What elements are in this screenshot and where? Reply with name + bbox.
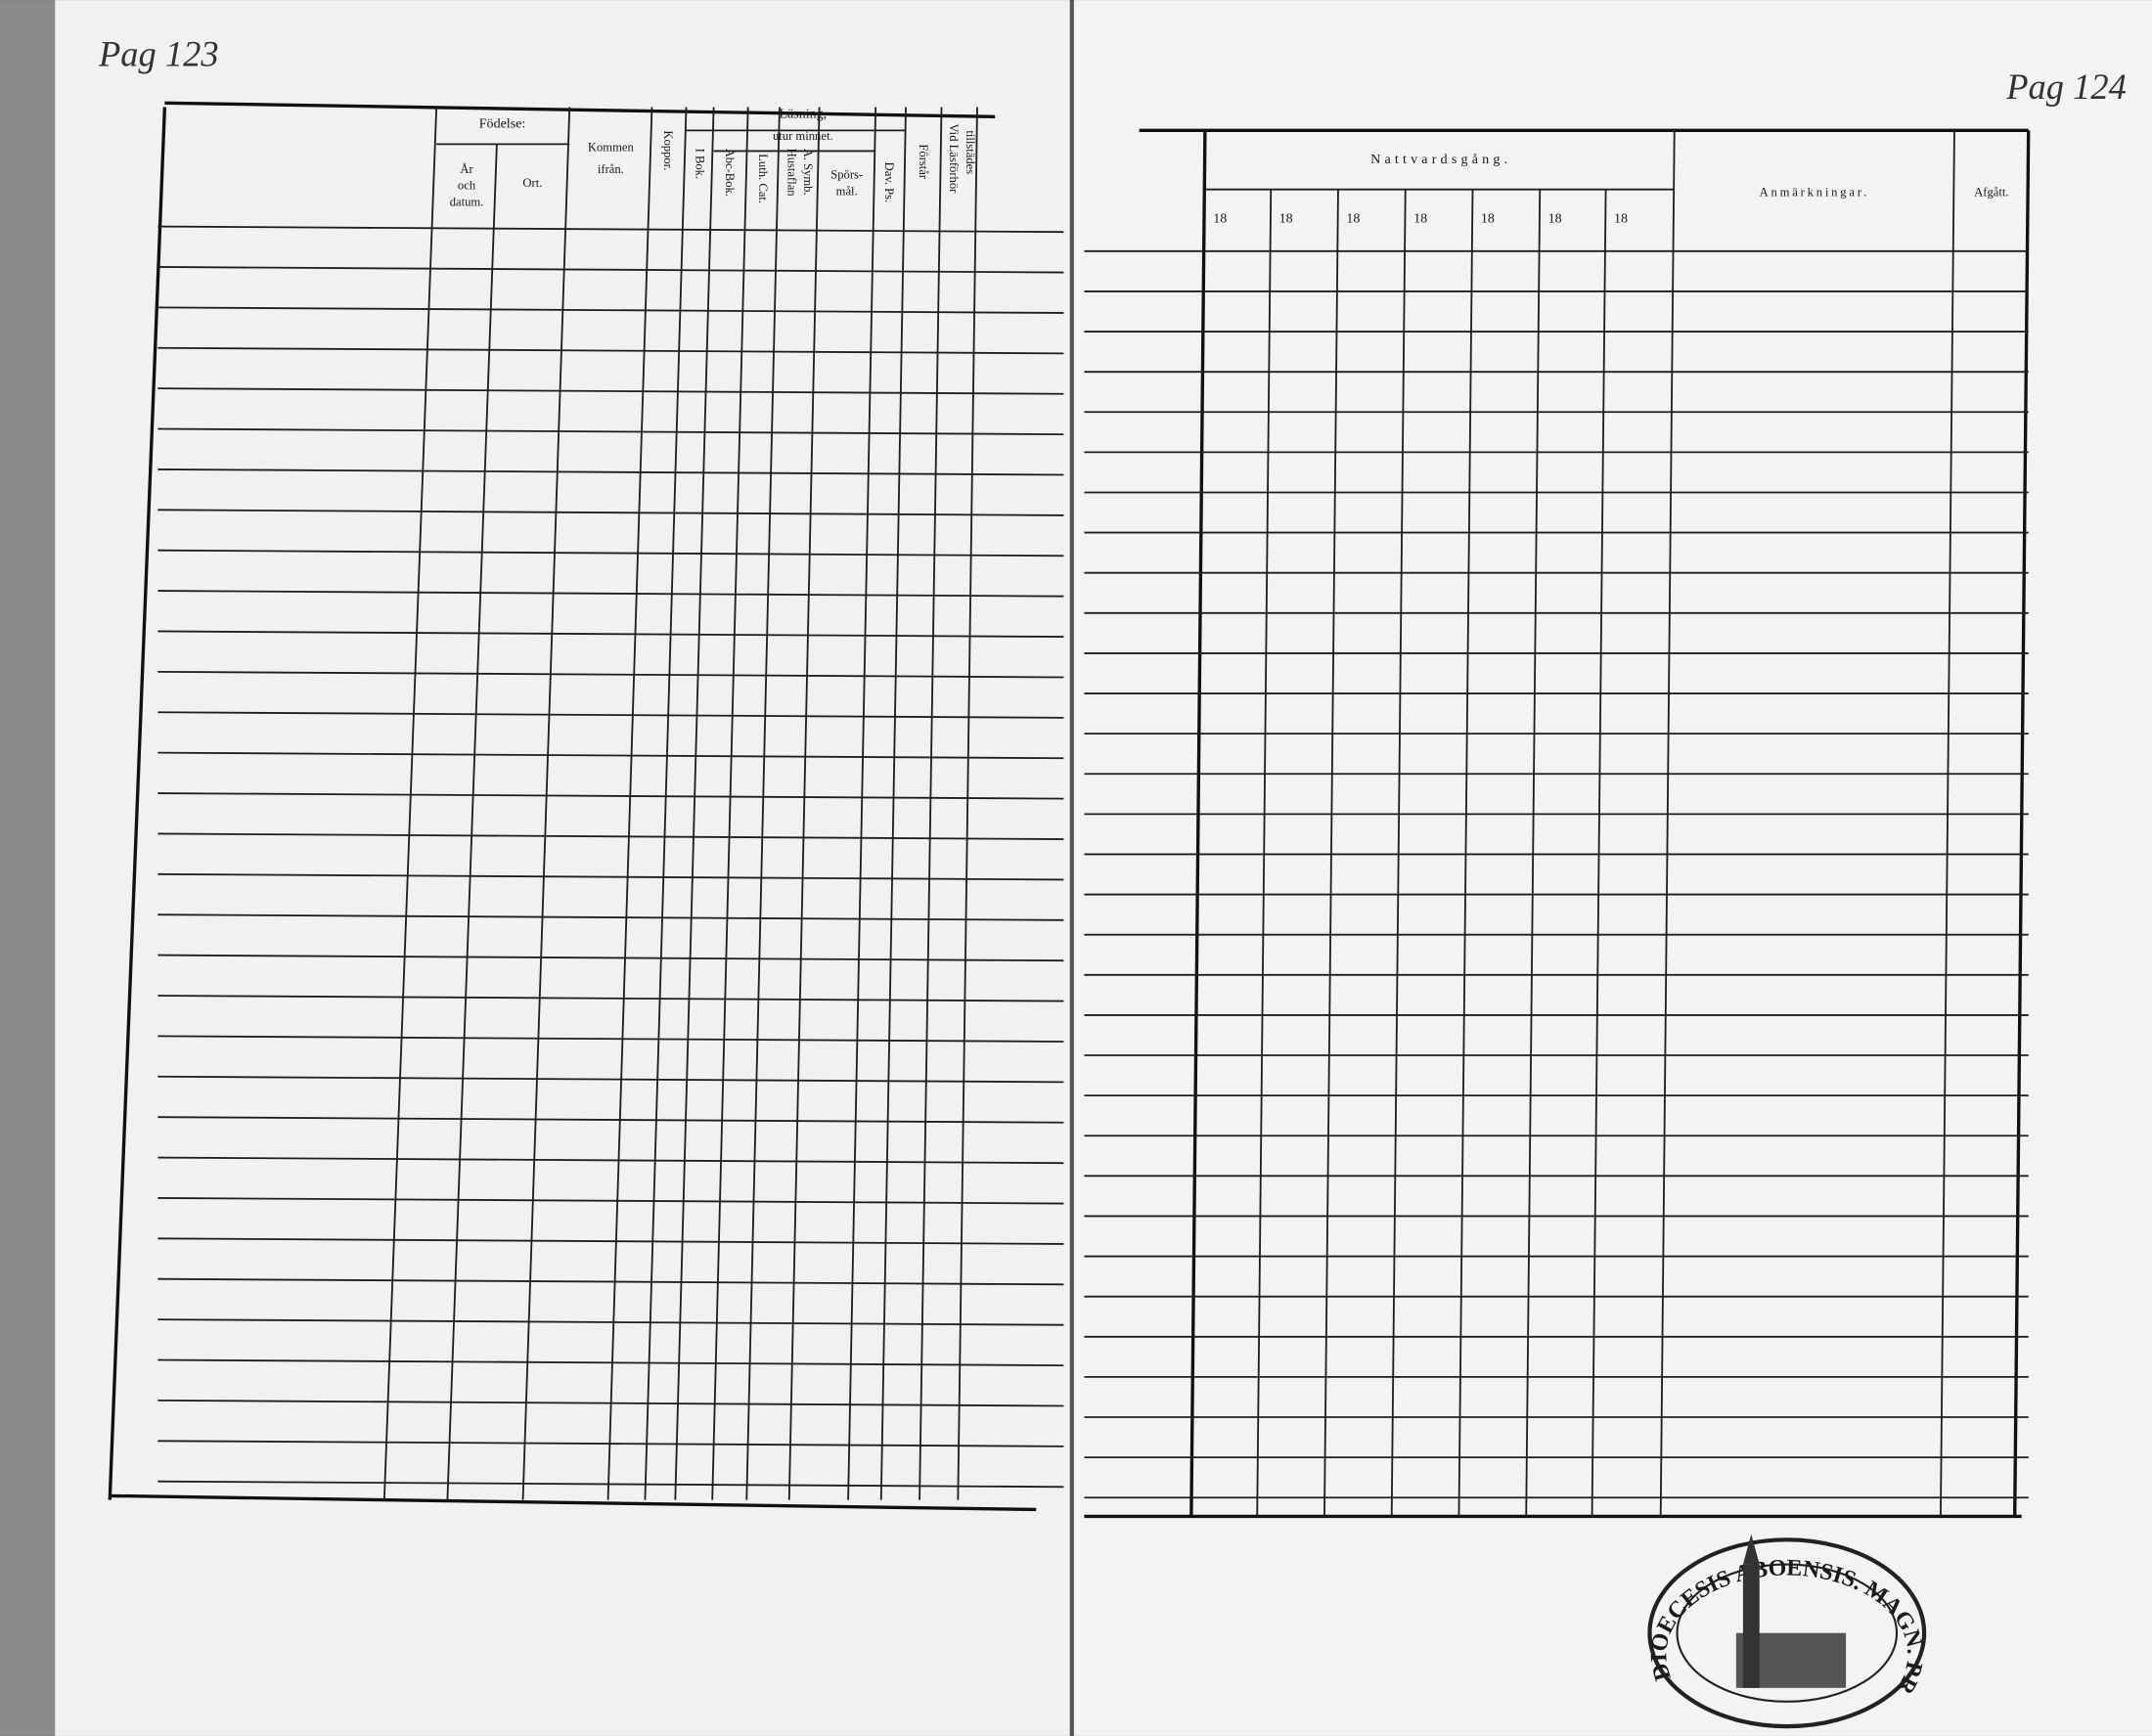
rule (157, 225, 1064, 234)
rule (644, 107, 688, 1500)
rule (157, 1116, 1064, 1124)
church-tower (1742, 1564, 1760, 1688)
header: Hustaflan (785, 149, 798, 198)
header: Nattvardsgång. (1370, 152, 1511, 167)
rule (157, 1237, 1064, 1245)
stamp-inner (1676, 1563, 1899, 1703)
rule (1256, 189, 1273, 1517)
header: Luth. Cat. (756, 154, 770, 203)
rule (157, 1156, 1064, 1165)
header: Dav. Ps. (882, 162, 896, 203)
rule (1189, 130, 1207, 1517)
rule (745, 107, 781, 1500)
rule (157, 1358, 1064, 1367)
rule (157, 1318, 1064, 1326)
year-label: 18 (1481, 210, 1495, 226)
rule (711, 107, 749, 1500)
header: mål. (836, 184, 858, 198)
rule (157, 549, 1064, 557)
rule (157, 913, 1064, 921)
rule (157, 427, 1064, 436)
year-label: 18 (1213, 210, 1227, 226)
year-label: 18 (1279, 210, 1293, 226)
right-page (1073, 0, 2152, 1736)
rule (157, 509, 1064, 516)
rule (1390, 189, 1407, 1517)
rule (157, 751, 1064, 760)
rule (446, 144, 498, 1500)
rule (1659, 130, 1676, 1517)
header: Ort. (522, 176, 542, 190)
header: Förstår (917, 144, 930, 180)
header: Afgått. (1974, 186, 2008, 200)
rule (157, 792, 1064, 800)
rule (157, 467, 1064, 476)
left-page (55, 0, 1071, 1736)
rule (157, 346, 1064, 355)
rule (674, 107, 715, 1500)
church-spire (1742, 1534, 1760, 1565)
rule (157, 995, 1064, 1002)
rule (2013, 130, 2031, 1517)
rule (157, 954, 1064, 962)
rule (606, 107, 653, 1500)
rule (157, 670, 1064, 679)
header: tillstädes (964, 130, 977, 174)
rule (1591, 189, 1607, 1517)
rule (157, 1440, 1064, 1447)
header: utur minnet. (773, 129, 833, 143)
header: Kommen (588, 140, 635, 154)
header: datum. (450, 196, 484, 209)
rule (521, 107, 571, 1500)
rule (157, 590, 1064, 598)
header: Anmärkningar. (1760, 186, 1869, 200)
header: Abc-Bok. (723, 149, 737, 197)
page-number: Pag 124 (2005, 67, 2127, 107)
rule (919, 107, 943, 1500)
rule (382, 107, 438, 1500)
header: A. Symb. (801, 149, 815, 196)
header: Vid Läsförhör (947, 123, 961, 194)
rule (1940, 130, 1955, 1517)
rule (157, 711, 1064, 719)
rule (787, 107, 821, 1500)
rule (110, 1493, 1037, 1512)
rule (157, 1035, 1064, 1043)
rule (1323, 189, 1339, 1517)
rule (957, 107, 978, 1500)
rule (1525, 189, 1542, 1517)
rule (847, 107, 877, 1500)
rule (1457, 189, 1474, 1517)
rule (157, 306, 1064, 314)
year-label: 18 (1548, 210, 1562, 226)
header: ifrån. (598, 162, 624, 176)
rule (164, 101, 996, 119)
header: Koppor. (661, 130, 675, 170)
year-label: 18 (1413, 210, 1427, 226)
rule (157, 1277, 1064, 1286)
rule (157, 1399, 1064, 1407)
rule (157, 1197, 1064, 1205)
year-label: 18 (1614, 210, 1628, 226)
book-edge (0, 0, 56, 1736)
rule (157, 266, 1064, 274)
rule (157, 387, 1064, 395)
rule (157, 1480, 1064, 1489)
rule (879, 107, 907, 1500)
stamp-border (1647, 1537, 1927, 1729)
page-number: Pag 123 (98, 34, 219, 73)
rule (157, 832, 1064, 840)
header: och (458, 179, 476, 193)
header: I Bok. (693, 149, 706, 180)
rule (108, 107, 167, 1500)
year-label: 18 (1346, 210, 1360, 226)
rule (157, 872, 1064, 881)
rule (157, 1075, 1064, 1084)
header: Födelse: (479, 116, 526, 132)
rule (157, 630, 1064, 638)
header: År (460, 162, 473, 176)
header: Spörs- (830, 167, 863, 181)
